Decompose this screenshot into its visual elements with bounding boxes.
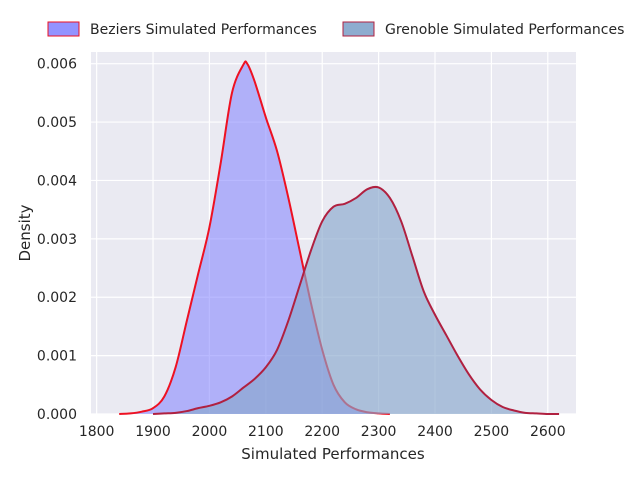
y-axis-label: Density (16, 204, 34, 261)
y-tick-label: 0.003 (37, 232, 77, 248)
x-tick-label: 2500 (474, 424, 510, 440)
series-line-1 (152, 185, 560, 416)
x-tick-label: 2000 (192, 424, 228, 440)
x-tick-label: 2200 (304, 424, 340, 440)
y-tick-label: 0.000 (37, 407, 77, 423)
series-layer (119, 60, 560, 416)
legend-swatch-1 (342, 21, 375, 37)
y-tick-label: 0.002 (37, 290, 77, 306)
x-tick-label: 1900 (135, 424, 171, 440)
x-tick-label: 2300 (361, 424, 397, 440)
x-tick-label: 1800 (79, 424, 115, 440)
legend-label-1: Grenoble Simulated Performances (385, 22, 624, 38)
x-tick-label: 2600 (530, 424, 566, 440)
y-tick-labels: 0.000 0.001 0.002 0.003 0.004 0.005 0.006 (37, 57, 77, 423)
y-tick-label: 0.004 (37, 173, 77, 189)
series-area-0 (119, 61, 390, 414)
y-tick-label: 0.005 (37, 115, 77, 131)
x-tick-labels: 1800 1900 2000 2100 2200 2300 2400 2500 2600 (79, 424, 566, 440)
legend-label-0: Beziers Simulated Performances (90, 22, 317, 38)
x-axis-label: Simulated Performances (241, 445, 425, 463)
y-tick-label: 0.006 (37, 57, 77, 73)
x-tick-label: 2100 (248, 424, 284, 440)
x-tick-label: 2400 (417, 424, 453, 440)
legend-swatch-0 (47, 21, 80, 37)
legend: Beziers Simulated Performances Grenoble S… (47, 21, 624, 38)
y-tick-label: 0.001 (37, 349, 77, 365)
